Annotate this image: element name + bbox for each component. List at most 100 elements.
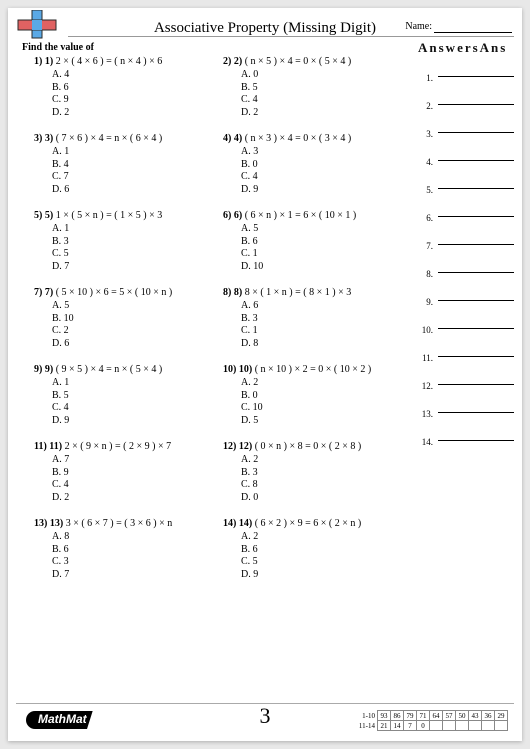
question-option: D. 9 — [223, 569, 412, 582]
question-option: C. 4 — [34, 402, 223, 415]
question-option: C. 4 — [223, 171, 412, 184]
answer-row: 12. — [418, 372, 514, 400]
score-cell: 29 — [495, 711, 508, 721]
score-cell: 7 — [404, 721, 417, 731]
question-stem: 5) 5) 1 × ( 5 × n ) = ( 1 × 5 ) × 3 — [34, 210, 223, 221]
answer-row: 6. — [418, 204, 514, 232]
question-row: 3) 3) ( 7 × 6 ) × 4 = n × ( 6 × 4 )A. 1B… — [34, 133, 412, 196]
question-option: C. 5 — [223, 556, 412, 569]
question-stem: 10) 10) ( n × 10 ) × 2 = 0 × ( 10 × 2 ) — [223, 364, 412, 375]
question-cell: 8) 8) 8 × ( 1 × n ) = ( 8 × 1 ) × 3A. 6B… — [223, 287, 412, 350]
answer-blank[interactable] — [438, 356, 514, 357]
answer-blank[interactable] — [438, 188, 514, 189]
answer-row: 4. — [418, 148, 514, 176]
question-option: A. 5 — [223, 223, 412, 236]
answer-blank[interactable] — [438, 328, 514, 329]
question-cell: 7) 7) ( 5 × 10 ) × 6 = 5 × ( 10 × n )A. … — [34, 287, 223, 350]
answer-blank[interactable] — [438, 300, 514, 301]
question-stem: 1) 1) 2 × ( 4 × 6 ) = ( n × 4 ) × 6 — [34, 56, 223, 67]
answer-number: 4. — [418, 157, 436, 167]
answer-blank[interactable] — [438, 132, 514, 133]
brand-badge: MathMat — [26, 711, 93, 729]
question-option: B. 5 — [34, 390, 223, 403]
answer-blank[interactable] — [438, 272, 514, 273]
question-stem: 13) 13) 3 × ( 6 × 7 ) = ( 3 × 6 ) × n — [34, 518, 223, 529]
question-option: B. 5 — [223, 82, 412, 95]
instruction-text: Find the value of — [22, 42, 94, 53]
answer-blank[interactable] — [438, 216, 514, 217]
question-stem: 8) 8) 8 × ( 1 × n ) = ( 8 × 1 ) × 3 — [223, 287, 412, 298]
score-cell — [456, 721, 469, 731]
answer-number: 2. — [418, 101, 436, 111]
score-cell — [469, 721, 482, 731]
answer-number: 14. — [418, 437, 436, 447]
score-cell: 43 — [469, 711, 482, 721]
question-option: D. 2 — [34, 492, 223, 505]
question-cell: 14) 14) ( 6 × 2 ) × 9 = 6 × ( 2 × n )A. … — [223, 518, 412, 581]
question-option: B. 3 — [223, 467, 412, 480]
score-cell: 57 — [443, 711, 456, 721]
question-option: A. 4 — [34, 69, 223, 82]
question-cell: 13) 13) 3 × ( 6 × 7 ) = ( 3 × 6 ) × n A. … — [34, 518, 223, 581]
score-cell: 71 — [417, 711, 430, 721]
question-option: B. 10 — [34, 313, 223, 326]
question-stem: 2) 2) ( n × 5 ) × 4 = 0 × ( 5 × 4 ) — [223, 56, 412, 67]
question-option: D. 0 — [223, 492, 412, 505]
question-option: D. 6 — [34, 338, 223, 351]
question-stem: 6) 6) ( 6 × n ) × 1 = 6 × ( 10 × 1 ) — [223, 210, 412, 221]
question-cell: 10) 10) ( n × 10 ) × 2 = 0 × ( 10 × 2 ) A… — [223, 364, 412, 427]
question-option: B. 6 — [223, 236, 412, 249]
answer-row: 3. — [418, 120, 514, 148]
answer-blank[interactable] — [438, 160, 514, 161]
question-grid: 1) 1) 2 × ( 4 × 6 ) = ( n × 4 ) × 6A. 4B… — [34, 56, 412, 595]
question-option: C. 9 — [34, 94, 223, 107]
answer-blank[interactable] — [438, 384, 514, 385]
question-option: C. 7 — [34, 171, 223, 184]
question-option: D. 9 — [34, 415, 223, 428]
question-option: A. 8 — [34, 531, 223, 544]
question-stem: 12) 12) ( 0 × n ) × 8 = 0 × ( 2 × 8 ) — [223, 441, 412, 452]
score-cell — [495, 721, 508, 731]
question-option: A. 1 — [34, 223, 223, 236]
question-row: 9) 9) ( 9 × 5 ) × 4 = n × ( 5 × 4 )A. 1B… — [34, 364, 412, 427]
answer-blank[interactable] — [438, 76, 514, 77]
question-option: B. 3 — [223, 313, 412, 326]
answer-number: 10. — [418, 325, 436, 335]
question-option: D. 5 — [223, 415, 412, 428]
question-option: B. 0 — [223, 390, 412, 403]
score-row-label: 11-14 — [354, 721, 378, 731]
answer-number: 1. — [418, 73, 436, 83]
score-cell: 21 — [378, 721, 391, 731]
answer-row: 2. — [418, 92, 514, 120]
question-stem: 3) 3) ( 7 × 6 ) × 4 = n × ( 6 × 4 ) — [34, 133, 223, 144]
answer-blank[interactable] — [438, 244, 514, 245]
score-cell: 36 — [482, 711, 495, 721]
answers-column: 1.2.3.4.5.6.7.8.9.10.11.12.13.14. — [418, 64, 514, 456]
question-option: A. 5 — [34, 300, 223, 313]
score-cell — [430, 721, 443, 731]
question-option: D. 2 — [34, 107, 223, 120]
answer-row: 1. — [418, 64, 514, 92]
question-option: A. 2 — [223, 377, 412, 390]
answer-blank[interactable] — [438, 412, 514, 413]
question-option: A. 3 — [223, 146, 412, 159]
score-cell: 50 — [456, 711, 469, 721]
question-option: D. 10 — [223, 261, 412, 274]
worksheet-page: Associative Property (Missing Digit) Nam… — [8, 8, 522, 741]
score-cell: 79 — [404, 711, 417, 721]
question-cell: 2) 2) ( n × 5 ) × 4 = 0 × ( 5 × 4 ) A. 0B… — [223, 56, 412, 119]
answer-blank[interactable] — [438, 104, 514, 105]
answer-blank[interactable] — [438, 440, 514, 441]
question-stem: 11) 11) 2 × ( 9 × n ) = ( 2 × 9 ) × 7 — [34, 441, 223, 452]
answer-row: 14. — [418, 428, 514, 456]
question-option: A. 0 — [223, 69, 412, 82]
question-cell: 5) 5) 1 × ( 5 × n ) = ( 1 × 5 ) × 3A. 1B… — [34, 210, 223, 273]
name-input-line[interactable] — [434, 32, 512, 33]
question-option: C. 2 — [34, 325, 223, 338]
score-cell: 93 — [378, 711, 391, 721]
answer-row: 9. — [418, 288, 514, 316]
score-cell: 86 — [391, 711, 404, 721]
footer: MathMat 3 1-109386797164575043362911-142… — [16, 703, 514, 733]
answer-number: 13. — [418, 409, 436, 419]
question-option: D. 7 — [34, 261, 223, 274]
